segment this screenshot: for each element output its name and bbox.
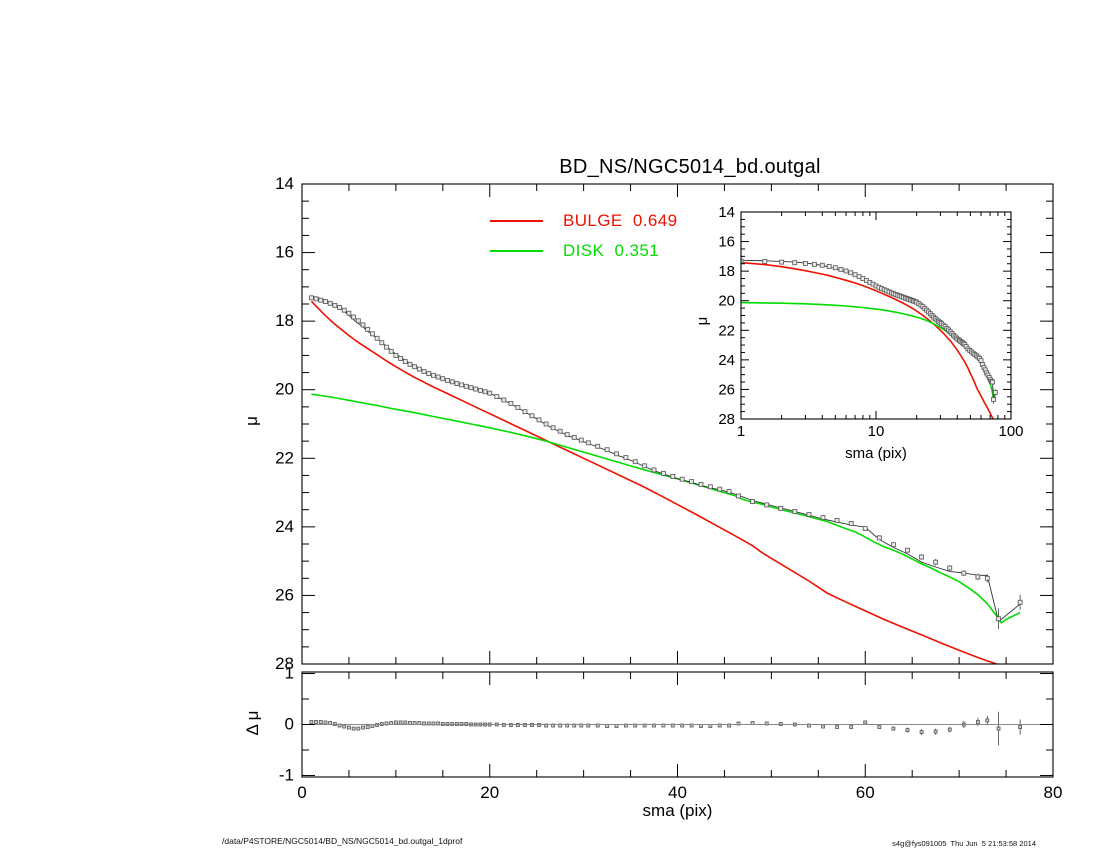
svg-text:20: 20 <box>480 783 499 802</box>
svg-text:24: 24 <box>275 517 294 536</box>
legend-item-bulge: BULGE 0.649 <box>490 206 677 236</box>
svg-text:100: 100 <box>998 423 1023 440</box>
svg-text:18: 18 <box>718 263 735 280</box>
svg-text:26: 26 <box>275 585 294 604</box>
page-title: BD_NS/NGC5014_bd.outgal <box>559 156 821 178</box>
svg-text:14: 14 <box>718 204 735 221</box>
bulge-line-swatch <box>490 220 543 222</box>
inset-x-axis-label: sma (pix) <box>845 445 907 462</box>
svg-text:26: 26 <box>718 381 735 398</box>
legend-item-disk: DISK 0.351 <box>490 236 677 266</box>
svg-text:16: 16 <box>718 234 735 251</box>
svg-text:60: 60 <box>856 783 875 802</box>
svg-text:16: 16 <box>275 243 294 262</box>
svg-text:20: 20 <box>718 293 735 310</box>
svg-text:22: 22 <box>275 448 294 467</box>
svg-text:24: 24 <box>718 352 735 369</box>
residual-y-axis-label: Δ μ <box>243 710 262 736</box>
svg-text:28: 28 <box>275 654 294 673</box>
legend: BULGE 0.649 DISK 0.351 <box>490 206 677 266</box>
svg-text:14: 14 <box>275 174 294 193</box>
bulge-legend-label: BULGE 0.649 <box>563 211 678 230</box>
svg-text:0: 0 <box>285 715 294 734</box>
disk-legend-label: DISK 0.351 <box>563 241 660 260</box>
inset-y-axis-label: μ <box>694 316 711 326</box>
svg-text:1: 1 <box>737 423 745 440</box>
svg-text:28: 28 <box>718 411 735 428</box>
disk-line-swatch <box>490 250 543 252</box>
svg-text:22: 22 <box>718 322 735 339</box>
svg-text:1: 1 <box>285 664 294 683</box>
svg-text:40: 40 <box>668 783 687 802</box>
footer-user-timestamp: s4g@fys091005 Thu Jun 5 21:53:58 2014 <box>892 839 1036 848</box>
svg-text:18: 18 <box>275 311 294 330</box>
svg-text:0: 0 <box>297 783 306 802</box>
main-y-axis-label: μ <box>242 416 261 426</box>
svg-text:80: 80 <box>1044 783 1063 802</box>
svg-text:10: 10 <box>868 423 885 440</box>
svg-text:20: 20 <box>275 380 294 399</box>
x-axis-label: sma (pix) <box>642 801 713 820</box>
footer-file-path: /data/P4STORE/NGC5014/BD_NS/NGC5014_bd.o… <box>222 836 463 846</box>
svg-text:-1: -1 <box>279 765 294 784</box>
